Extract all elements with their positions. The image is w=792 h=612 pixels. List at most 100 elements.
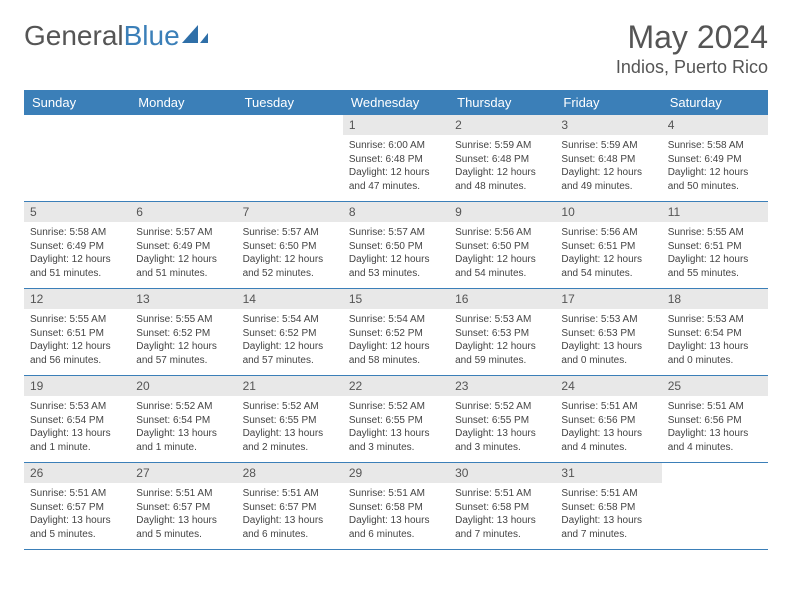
day-details: Sunrise: 5:53 AMSunset: 6:53 PMDaylight:… bbox=[555, 309, 661, 375]
day-number: 16 bbox=[449, 289, 555, 309]
day-details: Sunrise: 5:58 AMSunset: 6:49 PMDaylight:… bbox=[24, 222, 130, 288]
day-details: Sunrise: 5:54 AMSunset: 6:52 PMDaylight:… bbox=[343, 309, 449, 375]
weekday-header: Sunday bbox=[24, 90, 130, 115]
day-number: 27 bbox=[130, 463, 236, 483]
weekday-header: Thursday bbox=[449, 90, 555, 115]
calendar-page: GeneralBlue May 2024 Indios, Puerto Rico… bbox=[0, 0, 792, 570]
day-details: Sunrise: 5:51 AMSunset: 6:57 PMDaylight:… bbox=[130, 483, 236, 549]
day-details: Sunrise: 5:53 AMSunset: 6:54 PMDaylight:… bbox=[662, 309, 768, 375]
day-number: 14 bbox=[237, 289, 343, 309]
calendar-day-cell: 6Sunrise: 5:57 AMSunset: 6:49 PMDaylight… bbox=[130, 202, 236, 289]
calendar-day-cell: 14Sunrise: 5:54 AMSunset: 6:52 PMDayligh… bbox=[237, 289, 343, 376]
day-number: 10 bbox=[555, 202, 661, 222]
day-number: 12 bbox=[24, 289, 130, 309]
calendar-day-cell: 10Sunrise: 5:56 AMSunset: 6:51 PMDayligh… bbox=[555, 202, 661, 289]
calendar-body: 1Sunrise: 6:00 AMSunset: 6:48 PMDaylight… bbox=[24, 115, 768, 550]
day-details: Sunrise: 5:51 AMSunset: 6:57 PMDaylight:… bbox=[237, 483, 343, 549]
calendar-week-row: 5Sunrise: 5:58 AMSunset: 6:49 PMDaylight… bbox=[24, 202, 768, 289]
calendar-day-cell: 4Sunrise: 5:58 AMSunset: 6:49 PMDaylight… bbox=[662, 115, 768, 202]
day-number: 23 bbox=[449, 376, 555, 396]
calendar-day-cell: 7Sunrise: 5:57 AMSunset: 6:50 PMDaylight… bbox=[237, 202, 343, 289]
day-number: 4 bbox=[662, 115, 768, 135]
month-title: May 2024 bbox=[616, 20, 768, 55]
title-block: May 2024 Indios, Puerto Rico bbox=[616, 20, 768, 78]
calendar-day-cell: 18Sunrise: 5:53 AMSunset: 6:54 PMDayligh… bbox=[662, 289, 768, 376]
brand-name-blue: Blue bbox=[124, 20, 180, 51]
calendar-day-cell: 25Sunrise: 5:51 AMSunset: 6:56 PMDayligh… bbox=[662, 376, 768, 463]
header: GeneralBlue May 2024 Indios, Puerto Rico bbox=[24, 20, 768, 78]
calendar-day-cell: 16Sunrise: 5:53 AMSunset: 6:53 PMDayligh… bbox=[449, 289, 555, 376]
day-details: Sunrise: 5:53 AMSunset: 6:54 PMDaylight:… bbox=[24, 396, 130, 462]
calendar-day-cell: 9Sunrise: 5:56 AMSunset: 6:50 PMDaylight… bbox=[449, 202, 555, 289]
calendar-day-cell: 20Sunrise: 5:52 AMSunset: 6:54 PMDayligh… bbox=[130, 376, 236, 463]
calendar-day-cell: 11Sunrise: 5:55 AMSunset: 6:51 PMDayligh… bbox=[662, 202, 768, 289]
day-details: Sunrise: 5:52 AMSunset: 6:55 PMDaylight:… bbox=[237, 396, 343, 462]
day-details: Sunrise: 5:52 AMSunset: 6:55 PMDaylight:… bbox=[449, 396, 555, 462]
day-details: Sunrise: 5:55 AMSunset: 6:51 PMDaylight:… bbox=[662, 222, 768, 288]
calendar-day-cell: 17Sunrise: 5:53 AMSunset: 6:53 PMDayligh… bbox=[555, 289, 661, 376]
day-details: Sunrise: 5:52 AMSunset: 6:55 PMDaylight:… bbox=[343, 396, 449, 462]
weekday-header: Tuesday bbox=[237, 90, 343, 115]
day-number: 20 bbox=[130, 376, 236, 396]
calendar-day-cell: 28Sunrise: 5:51 AMSunset: 6:57 PMDayligh… bbox=[237, 463, 343, 550]
day-number: 5 bbox=[24, 202, 130, 222]
day-number: 25 bbox=[662, 376, 768, 396]
brand-logo: GeneralBlue bbox=[24, 20, 208, 52]
day-details: Sunrise: 5:51 AMSunset: 6:58 PMDaylight:… bbox=[449, 483, 555, 549]
location-label: Indios, Puerto Rico bbox=[616, 57, 768, 78]
calendar-day-cell: 15Sunrise: 5:54 AMSunset: 6:52 PMDayligh… bbox=[343, 289, 449, 376]
day-details: Sunrise: 5:54 AMSunset: 6:52 PMDaylight:… bbox=[237, 309, 343, 375]
day-details: Sunrise: 5:57 AMSunset: 6:49 PMDaylight:… bbox=[130, 222, 236, 288]
day-details: Sunrise: 5:58 AMSunset: 6:49 PMDaylight:… bbox=[662, 135, 768, 201]
calendar-day-cell: 26Sunrise: 5:51 AMSunset: 6:57 PMDayligh… bbox=[24, 463, 130, 550]
day-number: 3 bbox=[555, 115, 661, 135]
calendar-day-cell: 3Sunrise: 5:59 AMSunset: 6:48 PMDaylight… bbox=[555, 115, 661, 202]
day-number: 30 bbox=[449, 463, 555, 483]
day-details: Sunrise: 5:55 AMSunset: 6:51 PMDaylight:… bbox=[24, 309, 130, 375]
day-details: Sunrise: 5:59 AMSunset: 6:48 PMDaylight:… bbox=[555, 135, 661, 201]
brand-sail-icon bbox=[182, 23, 208, 50]
day-details: Sunrise: 5:57 AMSunset: 6:50 PMDaylight:… bbox=[237, 222, 343, 288]
day-details: Sunrise: 5:51 AMSunset: 6:58 PMDaylight:… bbox=[555, 483, 661, 549]
day-number: 18 bbox=[662, 289, 768, 309]
day-details: Sunrise: 5:55 AMSunset: 6:52 PMDaylight:… bbox=[130, 309, 236, 375]
day-number: 2 bbox=[449, 115, 555, 135]
calendar-table: SundayMondayTuesdayWednesdayThursdayFrid… bbox=[24, 90, 768, 550]
day-number: 17 bbox=[555, 289, 661, 309]
day-details: Sunrise: 5:51 AMSunset: 6:56 PMDaylight:… bbox=[662, 396, 768, 462]
day-number: 15 bbox=[343, 289, 449, 309]
day-number: 19 bbox=[24, 376, 130, 396]
calendar-day-cell: 21Sunrise: 5:52 AMSunset: 6:55 PMDayligh… bbox=[237, 376, 343, 463]
day-details: Sunrise: 5:51 AMSunset: 6:56 PMDaylight:… bbox=[555, 396, 661, 462]
calendar-day-cell bbox=[24, 115, 130, 202]
brand-name-gray: General bbox=[24, 20, 124, 51]
day-number: 21 bbox=[237, 376, 343, 396]
calendar-day-cell: 31Sunrise: 5:51 AMSunset: 6:58 PMDayligh… bbox=[555, 463, 661, 550]
calendar-day-cell bbox=[662, 463, 768, 550]
calendar-day-cell bbox=[130, 115, 236, 202]
weekday-header: Wednesday bbox=[343, 90, 449, 115]
calendar-day-cell: 23Sunrise: 5:52 AMSunset: 6:55 PMDayligh… bbox=[449, 376, 555, 463]
weekday-header: Saturday bbox=[662, 90, 768, 115]
day-details: Sunrise: 5:57 AMSunset: 6:50 PMDaylight:… bbox=[343, 222, 449, 288]
day-details: Sunrise: 6:00 AMSunset: 6:48 PMDaylight:… bbox=[343, 135, 449, 201]
day-details: Sunrise: 5:56 AMSunset: 6:50 PMDaylight:… bbox=[449, 222, 555, 288]
day-details: Sunrise: 5:59 AMSunset: 6:48 PMDaylight:… bbox=[449, 135, 555, 201]
day-number: 8 bbox=[343, 202, 449, 222]
day-number: 29 bbox=[343, 463, 449, 483]
calendar-day-cell: 13Sunrise: 5:55 AMSunset: 6:52 PMDayligh… bbox=[130, 289, 236, 376]
day-number: 13 bbox=[130, 289, 236, 309]
calendar-day-cell bbox=[237, 115, 343, 202]
calendar-day-cell: 30Sunrise: 5:51 AMSunset: 6:58 PMDayligh… bbox=[449, 463, 555, 550]
calendar-head: SundayMondayTuesdayWednesdayThursdayFrid… bbox=[24, 90, 768, 115]
day-number: 6 bbox=[130, 202, 236, 222]
calendar-day-cell: 19Sunrise: 5:53 AMSunset: 6:54 PMDayligh… bbox=[24, 376, 130, 463]
day-details: Sunrise: 5:51 AMSunset: 6:58 PMDaylight:… bbox=[343, 483, 449, 549]
calendar-day-cell: 29Sunrise: 5:51 AMSunset: 6:58 PMDayligh… bbox=[343, 463, 449, 550]
day-number: 24 bbox=[555, 376, 661, 396]
calendar-week-row: 12Sunrise: 5:55 AMSunset: 6:51 PMDayligh… bbox=[24, 289, 768, 376]
calendar-day-cell: 27Sunrise: 5:51 AMSunset: 6:57 PMDayligh… bbox=[130, 463, 236, 550]
day-details: Sunrise: 5:53 AMSunset: 6:53 PMDaylight:… bbox=[449, 309, 555, 375]
calendar-day-cell: 12Sunrise: 5:55 AMSunset: 6:51 PMDayligh… bbox=[24, 289, 130, 376]
calendar-week-row: 1Sunrise: 6:00 AMSunset: 6:48 PMDaylight… bbox=[24, 115, 768, 202]
